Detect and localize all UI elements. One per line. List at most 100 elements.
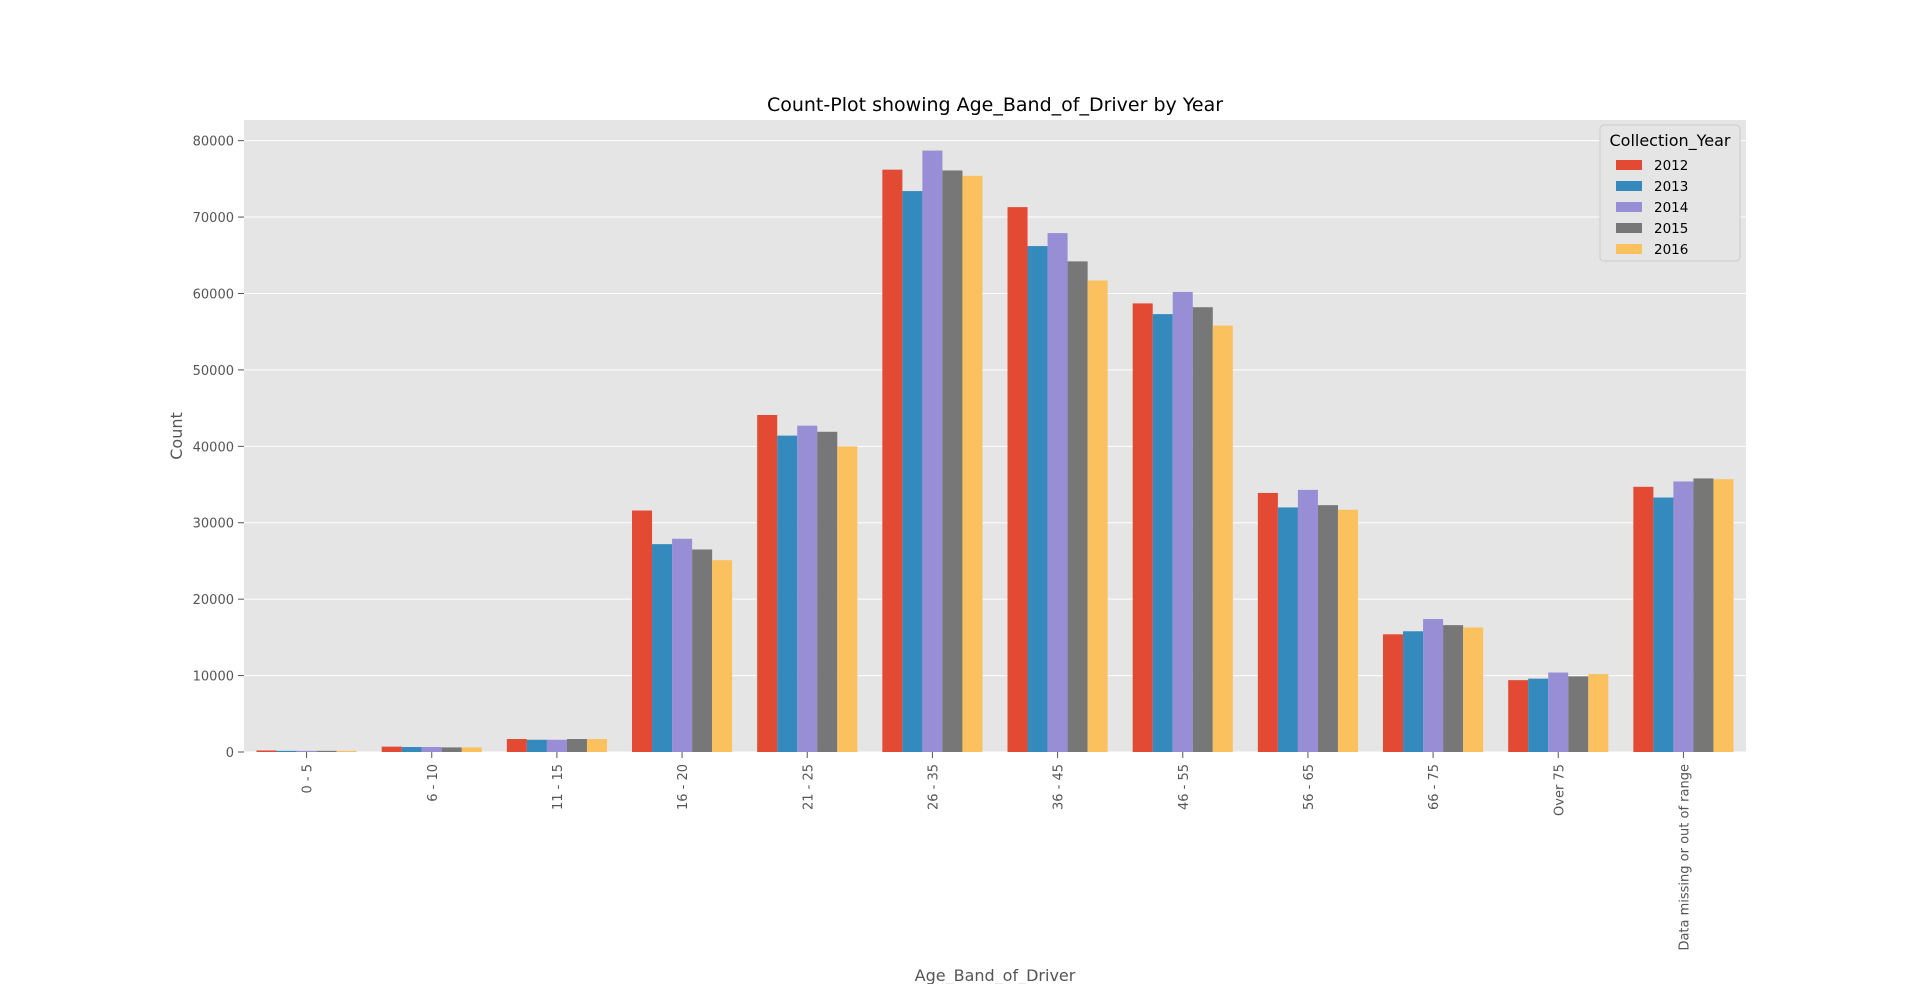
bar-2016-3 bbox=[712, 560, 733, 752]
bar-2012-8 bbox=[1257, 492, 1278, 752]
y-tick-label: 50000 bbox=[193, 364, 234, 379]
bars bbox=[256, 150, 1734, 753]
bar-2014-1 bbox=[421, 747, 442, 752]
bar-2014-9 bbox=[1423, 619, 1444, 752]
bar-2012-0 bbox=[256, 750, 277, 752]
bar-2012-11 bbox=[1633, 486, 1654, 752]
x-axis-label: Age_Band_of_Driver bbox=[915, 966, 1076, 984]
legend-label-2014: 2014 bbox=[1654, 200, 1688, 216]
bar-2013-2 bbox=[526, 739, 547, 752]
x-tick-label: 26 - 35 bbox=[926, 764, 941, 810]
bar-2015-4 bbox=[817, 431, 838, 752]
bar-2012-3 bbox=[632, 510, 653, 752]
y-tick-label: 80000 bbox=[193, 135, 234, 150]
legend-label-2013: 2013 bbox=[1654, 179, 1688, 195]
y-tick-label: 20000 bbox=[193, 593, 234, 608]
bar-2013-1 bbox=[401, 747, 422, 752]
bar-2016-8 bbox=[1337, 509, 1358, 752]
x-tick-label: 0 - 5 bbox=[301, 764, 316, 794]
x-tick-labels: 0 - 5 6 - 10 11 - 15 16 - 20 21 - 25 26 - 35 3… bbox=[301, 752, 1692, 951]
bar-2015-6 bbox=[1067, 261, 1088, 752]
x-tick-label: 6 - 10 bbox=[426, 764, 441, 802]
bar-2016-11 bbox=[1713, 479, 1734, 752]
bar-2012-5 bbox=[882, 169, 903, 753]
bar-2016-0 bbox=[336, 750, 357, 752]
bar-2013-3 bbox=[652, 544, 673, 752]
bar-2016-9 bbox=[1463, 627, 1484, 752]
bar-2015-10 bbox=[1568, 676, 1589, 752]
bar-2014-0 bbox=[296, 750, 317, 752]
bar-2012-1 bbox=[381, 746, 402, 752]
x-tick-label: 16 - 20 bbox=[676, 764, 691, 810]
y-tick-label: 60000 bbox=[193, 287, 234, 302]
bar-2013-8 bbox=[1277, 507, 1298, 752]
bar-2016-2 bbox=[586, 739, 607, 752]
x-tick-label: Data missing or out of range bbox=[1677, 764, 1692, 951]
bar-2016-4 bbox=[837, 446, 858, 752]
legend-swatch-2012 bbox=[1616, 160, 1642, 170]
legend-title: Collection_Year bbox=[1609, 131, 1730, 151]
plot-background bbox=[244, 120, 1746, 752]
x-tick-label: 36 - 45 bbox=[1052, 764, 1067, 810]
x-tick-label: Over 75 bbox=[1552, 764, 1567, 816]
x-tick-label: 46 - 55 bbox=[1177, 764, 1192, 810]
bar-2013-0 bbox=[276, 750, 297, 752]
x-tick-label: 21 - 25 bbox=[801, 764, 816, 810]
bar-2013-4 bbox=[777, 435, 798, 752]
bar-2016-7 bbox=[1212, 325, 1233, 752]
bar-2014-7 bbox=[1172, 291, 1193, 752]
x-tick-label: 56 - 65 bbox=[1302, 764, 1317, 810]
bar-2015-7 bbox=[1192, 307, 1213, 752]
legend-swatch-2014 bbox=[1616, 202, 1642, 212]
y-tick-labels: 0 10000 20000 30000 40000 50000 60000 70000 8000… bbox=[193, 135, 244, 761]
bar-2014-5 bbox=[922, 150, 943, 752]
y-tick-label: 70000 bbox=[193, 211, 234, 226]
bar-2012-10 bbox=[1508, 680, 1529, 752]
legend-label-2015: 2015 bbox=[1654, 221, 1688, 237]
bar-2014-2 bbox=[546, 739, 567, 752]
bar-2013-6 bbox=[1027, 246, 1048, 752]
bar-2014-11 bbox=[1673, 481, 1694, 752]
y-tick-label: 30000 bbox=[193, 517, 234, 532]
bar-2013-9 bbox=[1403, 631, 1424, 752]
bar-2012-2 bbox=[506, 739, 527, 752]
bar-2014-4 bbox=[797, 425, 818, 752]
bar-2013-5 bbox=[902, 191, 923, 752]
x-tick-label: 66 - 75 bbox=[1427, 764, 1442, 810]
x-tick-label: 11 - 15 bbox=[551, 764, 566, 810]
y-tick-label: 40000 bbox=[193, 440, 234, 455]
bar-2015-5 bbox=[942, 170, 963, 752]
bar-2015-9 bbox=[1443, 625, 1464, 752]
chart-title: Count-Plot showing Age_Band_of_Driver by… bbox=[767, 94, 1223, 116]
bar-2016-6 bbox=[1087, 280, 1108, 752]
bar-2015-0 bbox=[316, 750, 337, 752]
y-tick-label: 10000 bbox=[193, 670, 234, 685]
bar-2012-7 bbox=[1132, 303, 1153, 752]
bar-2014-6 bbox=[1047, 233, 1068, 753]
y-axis-label: Count bbox=[167, 412, 186, 460]
bar-2016-10 bbox=[1588, 674, 1609, 752]
bar-2016-5 bbox=[962, 175, 983, 753]
legend: Collection_Year 2012 2013 2014 2015 2016 bbox=[1599, 124, 1741, 262]
bar-2014-10 bbox=[1548, 672, 1569, 752]
grid-lines bbox=[244, 140, 1746, 753]
y-tick-label: 0 bbox=[226, 746, 234, 761]
bar-2015-1 bbox=[441, 747, 462, 752]
bar-2015-11 bbox=[1693, 478, 1714, 752]
legend-swatch-2016 bbox=[1616, 244, 1642, 254]
bar-2014-8 bbox=[1297, 489, 1318, 752]
bar-2012-9 bbox=[1383, 634, 1404, 752]
bar-2015-8 bbox=[1317, 505, 1338, 752]
legend-label-2016: 2016 bbox=[1654, 242, 1688, 258]
bar-2013-11 bbox=[1653, 497, 1674, 752]
bar-2012-4 bbox=[757, 414, 778, 752]
bar-2013-7 bbox=[1152, 314, 1173, 752]
legend-label-2012: 2012 bbox=[1654, 158, 1688, 174]
bar-2015-3 bbox=[692, 549, 713, 752]
bar-2012-6 bbox=[1007, 207, 1028, 752]
legend-swatch-2015 bbox=[1616, 223, 1642, 233]
bar-2013-10 bbox=[1528, 678, 1549, 752]
bar-2014-3 bbox=[672, 538, 693, 752]
bar-2016-1 bbox=[461, 747, 482, 752]
